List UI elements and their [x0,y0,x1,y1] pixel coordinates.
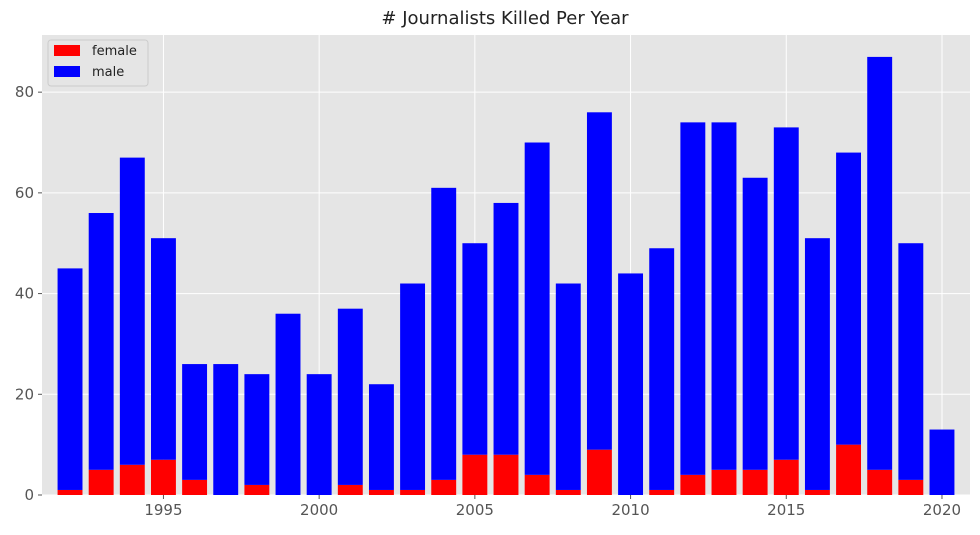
y-tick-label: 20 [15,385,34,403]
x-tick-label: 1995 [144,501,182,519]
legend-label-male: male [92,65,124,80]
bar-male [618,273,644,495]
bar-female [836,444,862,495]
bar-male [368,384,394,490]
bar-male [929,429,955,495]
x-tick-label: 2000 [300,501,338,519]
bar-female [119,464,145,495]
bar-male [275,313,301,495]
legend-swatch-female [54,45,80,56]
bar-female [493,454,519,495]
bars [57,56,955,495]
x-tick-label: 2020 [923,501,961,519]
bar-female [431,479,457,495]
chart-title: # Journalists Killed Per Year [381,8,629,29]
legend-label-female: female [92,44,137,59]
bar-male [337,308,363,485]
bar-female [244,484,270,495]
bar-male [804,238,830,490]
bar-female [337,484,363,495]
bar-male [742,177,768,470]
bar-male [462,243,488,455]
axis-ticks: 1995 2000 2005 2010 2015 2020 0 20 40 60 80 [15,83,961,519]
bar-male [711,122,737,470]
bar-male [649,248,675,490]
bar-female [773,459,799,495]
bar-male [306,374,332,495]
bar-female [649,489,675,495]
bar-female [524,474,550,495]
bar-female [898,479,924,495]
bar-male [867,56,893,470]
legend-swatch-male [54,66,80,77]
bar-male [836,152,862,445]
bar-male [244,374,270,485]
bar-male [150,238,176,460]
bar-female [555,489,581,495]
bar-male [57,268,83,490]
bar-female [711,469,737,495]
bar-female [804,489,830,495]
bar-male [88,213,114,470]
bar-male [898,243,924,480]
bar-female [88,469,114,495]
y-tick-label: 40 [15,285,34,303]
bar-female [182,479,208,495]
bar-male [680,122,706,475]
bar-male [119,157,145,465]
bar-male [524,142,550,475]
bar-male [182,364,208,480]
bar-female [57,489,83,495]
y-tick-label: 60 [15,184,34,202]
legend: female male [47,39,149,87]
bar-female [150,459,176,495]
bar-male [431,187,457,480]
bar-male [213,364,239,495]
bar-female [462,454,488,495]
bar-female [867,469,893,495]
bar-female [680,474,706,495]
bar-female [368,489,394,495]
bar-male [586,112,612,450]
x-tick-label: 2010 [611,501,649,519]
y-tick-label: 80 [15,83,34,101]
bar-male [773,127,799,460]
bar-male [400,283,426,490]
x-tick-label: 2015 [767,501,805,519]
bar-female [742,469,768,495]
bar-female [400,489,426,495]
y-tick-label: 0 [24,486,34,504]
bar-male [493,202,519,455]
x-tick-label: 2005 [456,501,494,519]
bar-female [586,449,612,495]
bar-male [555,283,581,490]
